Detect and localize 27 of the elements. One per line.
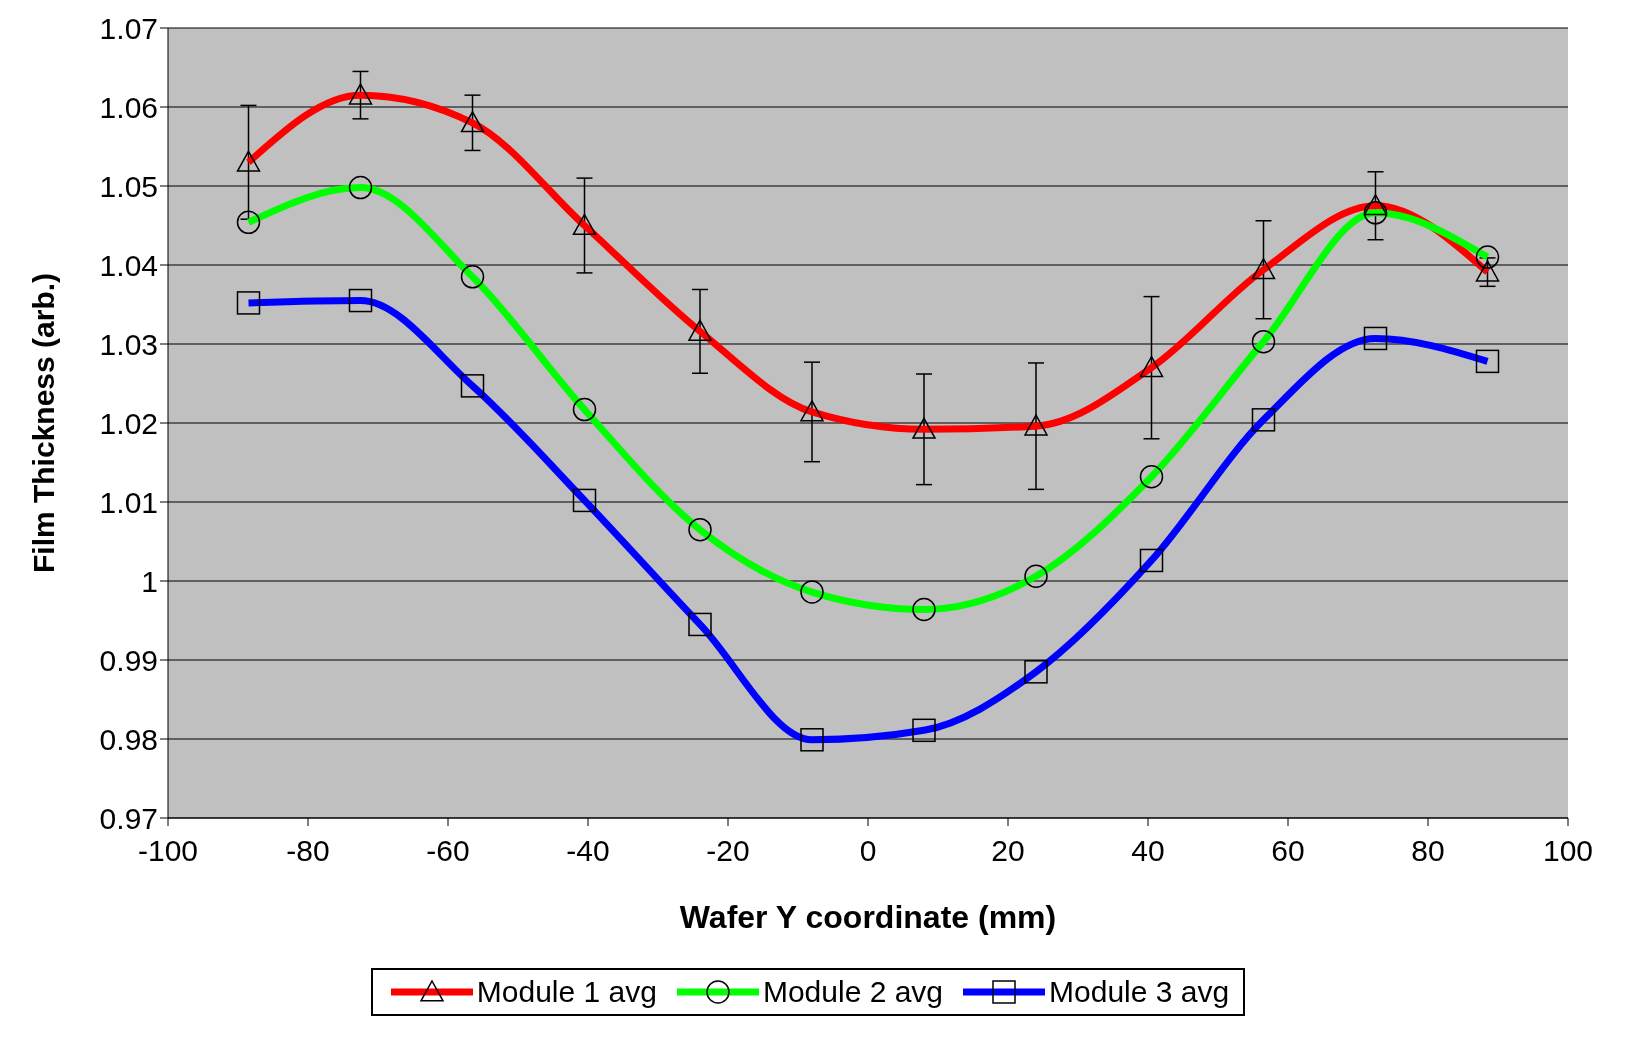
y-tick-label: 1.03 (99, 327, 158, 361)
y-tick-label: 0.98 (99, 722, 158, 756)
y-tick-label: 1.05 (99, 169, 158, 203)
x-tick-label: 0 (859, 834, 877, 868)
legend-label: Module 2 avg (762, 975, 944, 1009)
x-tick-label: -40 (566, 834, 610, 868)
y-tick-label: 1.01 (99, 485, 158, 519)
x-tick-label: 60 (1271, 834, 1305, 868)
x-tick-label: 80 (1411, 834, 1445, 868)
x-tick-label: 100 (1542, 834, 1594, 868)
y-tick-label: 1.07 (99, 11, 158, 45)
y-tick-label: 0.99 (99, 643, 158, 677)
x-tick-label: 40 (1131, 834, 1165, 868)
x-tick-label: -60 (426, 834, 470, 868)
x-axis-title: Wafer Y coordinate (mm) (679, 899, 1057, 935)
y-tick-label: 1.06 (99, 90, 158, 124)
x-tick-label: 20 (991, 834, 1025, 868)
y-axis-title: Film Thickness (arb.) (26, 272, 60, 574)
x-tick-label: -100 (137, 834, 199, 868)
legend-label: Module 1 avg (476, 975, 657, 1009)
y-tick-label: 1 (141, 564, 158, 598)
legend-label: Module 3 avg (1049, 975, 1230, 1009)
y-tick-label: 0.97 (99, 801, 158, 835)
x-tick-label: -20 (706, 834, 750, 868)
x-tick-label: -80 (286, 834, 330, 868)
y-tick-label: 1.04 (99, 248, 158, 282)
y-tick-label: 1.02 (99, 406, 158, 440)
